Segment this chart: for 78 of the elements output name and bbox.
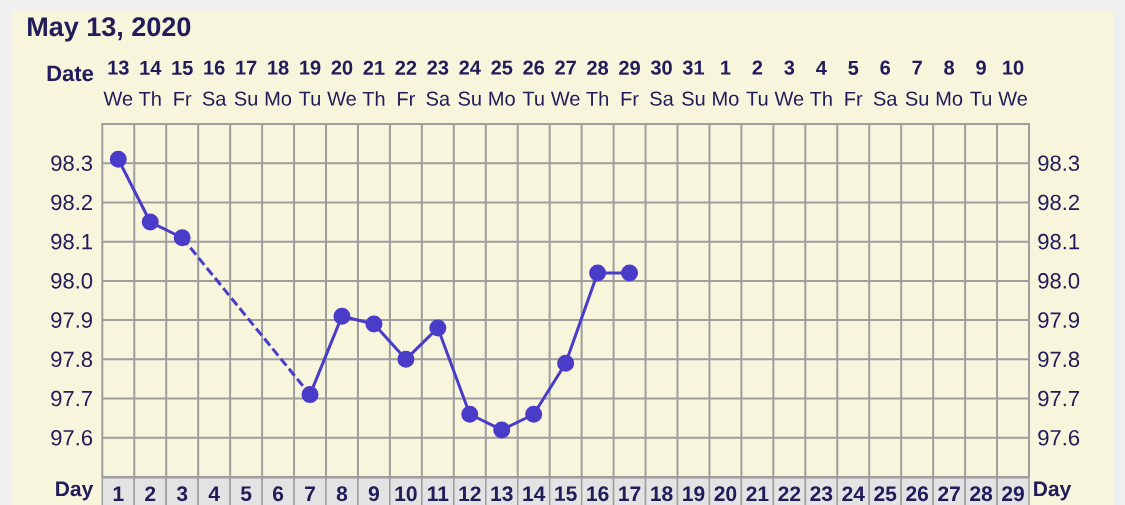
- x2-tick-label: 19 Tu: [299, 60, 321, 106]
- x-tick-label: 26: [906, 486, 929, 502]
- x-tick-label: 5: [240, 486, 252, 502]
- x2-tick-label: 15 Fr: [172, 60, 193, 106]
- x-tick-label: 18: [651, 486, 673, 502]
- x-tick-label: 4: [208, 486, 220, 501]
- y2-tick-label: 98.3: [1038, 155, 1080, 171]
- y2-tick-label: 98.2: [1038, 194, 1079, 211]
- x2-tick-label: 31 Su: [682, 60, 705, 106]
- x-tick-label: 28: [970, 486, 993, 502]
- x-tick-label: 23: [810, 486, 833, 502]
- y2-tick-label: 98.1: [1038, 233, 1080, 250]
- x2-tick-label: 10 We: [998, 60, 1027, 106]
- x2-axis-title: Date: [47, 65, 94, 82]
- x2-tick-label: 17 Su: [234, 60, 257, 106]
- x-tick-label: 20: [714, 486, 737, 502]
- chart-title: May 13, 2020: [28, 17, 191, 42]
- x-tick-label: 21: [746, 486, 769, 502]
- x-tick-label: 8: [336, 486, 348, 502]
- y-tick-label: 97.7: [51, 390, 92, 407]
- x-tick-label: 16: [587, 486, 609, 502]
- x2-tick-label: 30 Sa: [650, 60, 674, 106]
- x2-tick-label: 16 Sa: [202, 60, 227, 106]
- x-tick-label: 11: [428, 486, 449, 501]
- y2-tick-label: 97.9: [1038, 312, 1080, 328]
- text: Day: [56, 481, 94, 501]
- x-tick-label: 25: [874, 486, 897, 502]
- x-tick-label: 10: [395, 486, 417, 502]
- x2-tick-label: 13 We: [103, 60, 133, 106]
- x2-tick-label: 27 We: [550, 60, 580, 106]
- x2-tick-label: 22 Fr: [395, 60, 417, 106]
- x2-tick-label: 25 Mo: [489, 60, 515, 106]
- x2-tick-label: 6 Sa: [873, 60, 898, 106]
- x-tick-label: 22: [778, 486, 801, 502]
- x2-tick-label: 8 Mo: [936, 60, 963, 106]
- y2-tick-label: 97.8: [1038, 351, 1080, 368]
- y-tick-label: 98.2: [51, 194, 92, 211]
- x-tick-label: 7: [305, 486, 315, 501]
- x2-tick-label: 4 Th: [810, 60, 832, 106]
- x-tick-label: 27: [938, 486, 960, 502]
- y-tick-label: 98.3: [51, 155, 93, 171]
- y-tick-label: 97.8: [51, 351, 93, 368]
- x-tick-label: 1: [113, 486, 124, 501]
- x-tick-label: 3: [176, 486, 188, 502]
- y-tick-label: 97.9: [51, 312, 92, 328]
- x2-tick-label: 26 Tu: [522, 60, 545, 106]
- x2-tick-label: 21 Th: [362, 60, 385, 106]
- x-tick-label: 19: [683, 486, 705, 502]
- x2-tick-label: 2 Tu: [746, 60, 768, 106]
- x-tick-label: 29: [1002, 486, 1024, 502]
- y2-tick-label: 98.0: [1038, 273, 1080, 289]
- x2-tick-label: 28 Th: [586, 60, 609, 106]
- y-tick-label: 98.1: [51, 233, 92, 250]
- x2-tick-label: 9 Tu: [970, 60, 992, 106]
- x-tick-label: 13: [491, 486, 513, 502]
- x2-tick-label: 29 Fr: [619, 60, 640, 106]
- x-axis-title: Day: [1034, 481, 1072, 501]
- x-tick-label: 14: [523, 486, 546, 501]
- y-tick-label: 98.0: [51, 273, 93, 289]
- y2-tick-label: 97.7: [1038, 390, 1079, 407]
- y-tick-label: 97.6: [51, 429, 93, 446]
- x-tick-label: 24: [842, 486, 865, 502]
- x2-tick-label: 23 Sa: [426, 60, 451, 106]
- x2-tick-label: 14 Th: [139, 60, 162, 106]
- x2-tick-label: 5 Fr: [845, 60, 863, 106]
- x2-tick-label: 24 Su: [458, 60, 481, 106]
- x-tick-label: 2: [145, 486, 156, 502]
- x-tick-label: 15: [555, 486, 577, 502]
- x2-tick-label: 20 We: [327, 60, 356, 106]
- x-tick-label: 9: [368, 486, 379, 502]
- x-tick-label: 12: [459, 486, 481, 502]
- x-tick-label: 17: [619, 486, 641, 501]
- x2-tick-label: 3 We: [774, 60, 804, 106]
- x2-tick-label: 1 Mo: [713, 60, 739, 106]
- x-tick-label: 6: [272, 486, 284, 502]
- x2-tick-label: 18 Mo: [265, 60, 292, 106]
- y2-tick-label: 97.6: [1038, 429, 1080, 446]
- x2-tick-label: 7 Su: [905, 60, 929, 106]
